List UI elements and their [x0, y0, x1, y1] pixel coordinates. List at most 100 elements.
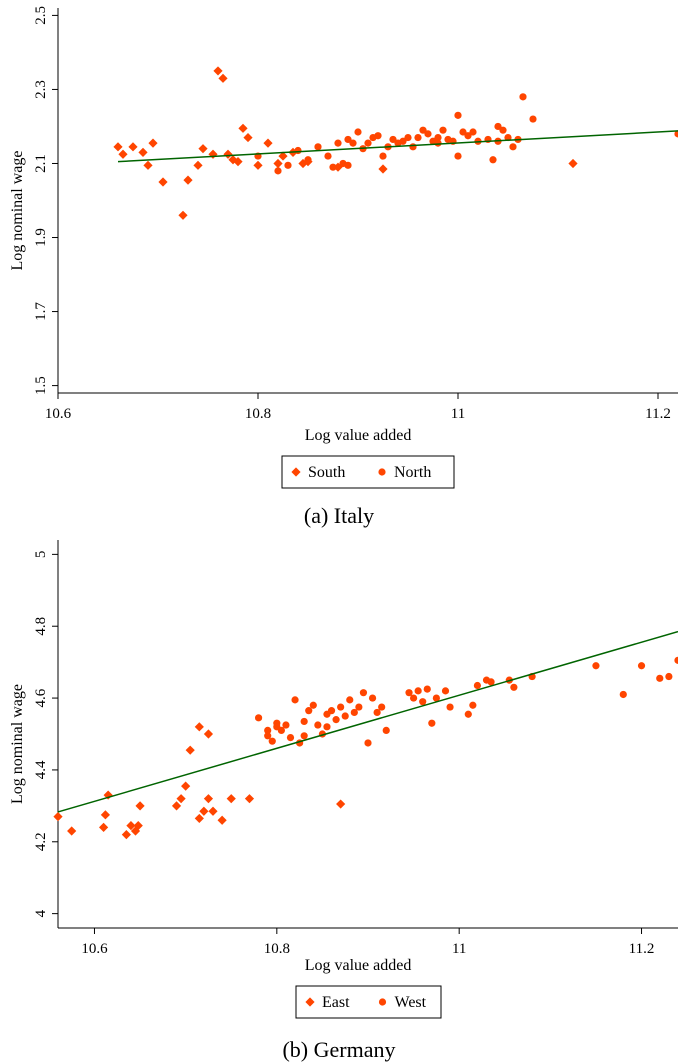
point-south — [213, 66, 223, 76]
point-north — [504, 133, 512, 142]
point-west — [419, 698, 427, 706]
point-north — [499, 126, 507, 134]
point-north — [294, 146, 302, 155]
point-north — [509, 143, 517, 151]
point-west — [665, 672, 673, 681]
point-east — [53, 812, 63, 822]
y-tick-label: 2.5 — [33, 6, 49, 25]
legend-marker — [305, 997, 315, 1007]
point-west — [337, 703, 345, 711]
point-east — [185, 745, 195, 755]
point-north — [379, 152, 387, 160]
y-tick-label: 2.3 — [33, 80, 49, 99]
point-west — [346, 696, 354, 704]
point-north — [674, 130, 678, 138]
point-south — [568, 158, 578, 169]
point-north — [389, 135, 397, 144]
point-east — [100, 810, 111, 820]
point-north — [409, 143, 417, 151]
point-east — [133, 821, 143, 831]
point-west — [487, 678, 495, 686]
point-west — [405, 689, 413, 697]
point-south — [233, 157, 243, 167]
legend-label: South — [308, 464, 345, 481]
point-west — [273, 723, 281, 731]
y-tick-label: 5 — [33, 551, 49, 559]
point-east — [135, 801, 145, 811]
point-west — [423, 685, 431, 693]
point-south — [278, 151, 288, 161]
point-east — [67, 826, 77, 836]
y-tick-label: 1.5 — [33, 376, 49, 395]
point-north — [344, 135, 352, 144]
point-south — [158, 177, 168, 187]
point-west — [446, 703, 454, 711]
chart-1: 10.6 10.8 11 11.2 4 4.2 4.4 4.6 4.8 5 Log value ad… — [9, 540, 678, 1062]
y-tick-label: 4 — [33, 909, 49, 917]
point-east — [336, 799, 346, 809]
point-west — [355, 703, 363, 711]
legend-marker — [378, 468, 386, 476]
point-north — [454, 152, 462, 160]
point-east — [126, 821, 136, 831]
x-tick-label: 11.2 — [629, 941, 655, 957]
point-west — [510, 683, 518, 691]
point-north — [364, 139, 372, 147]
figure-caption: (a) Italy — [304, 503, 374, 528]
point-west — [323, 723, 331, 731]
point-north — [274, 167, 282, 175]
x-tick-label: 11.2 — [645, 406, 671, 422]
point-north — [284, 161, 292, 169]
point-east — [181, 781, 191, 791]
point-north — [494, 122, 502, 131]
point-south — [243, 132, 253, 143]
point-south — [238, 123, 248, 133]
point-west — [409, 694, 418, 702]
point-south — [223, 149, 233, 159]
y-tick-label: 4.6 — [33, 688, 49, 707]
point-north — [414, 133, 422, 142]
x-axis-title: Log value added — [305, 957, 412, 974]
point-north — [439, 126, 447, 134]
point-south — [208, 149, 218, 159]
point-west — [291, 696, 299, 704]
point-west — [674, 656, 678, 664]
point-south — [183, 175, 193, 185]
y-axis-title: Log nominal wage — [9, 684, 26, 804]
point-west — [656, 674, 664, 682]
point-north — [374, 132, 382, 140]
point-west — [637, 662, 646, 670]
point-west — [428, 719, 436, 727]
point-south — [198, 144, 208, 154]
x-axis-title: Log value added — [305, 427, 412, 444]
point-south — [113, 142, 123, 152]
point-east — [203, 729, 214, 739]
point-north — [404, 133, 412, 142]
point-north — [434, 139, 442, 147]
point-south — [118, 149, 128, 159]
y-axis-title: Log nominal wage — [9, 151, 26, 271]
point-south — [148, 138, 158, 148]
point-west — [464, 710, 472, 718]
x-tick-label: 10.6 — [81, 941, 108, 957]
point-north — [434, 133, 442, 142]
point-south — [253, 160, 263, 170]
point-south — [273, 158, 283, 169]
point-east — [208, 806, 218, 816]
point-south — [378, 164, 388, 174]
point-west — [414, 687, 422, 695]
point-south — [193, 160, 203, 170]
point-west — [282, 721, 290, 729]
point-east — [244, 794, 255, 804]
point-west — [314, 721, 322, 729]
x-tick-label: 10.8 — [264, 941, 290, 957]
point-west — [373, 708, 381, 717]
legend-box — [281, 455, 455, 489]
point-east — [176, 794, 186, 804]
y-tick-label: 4.2 — [33, 832, 49, 851]
legend-label: East — [322, 994, 350, 1011]
point-west — [359, 689, 368, 697]
legend-box — [295, 985, 442, 1019]
legend: East West — [295, 985, 442, 1019]
point-north — [304, 156, 312, 164]
